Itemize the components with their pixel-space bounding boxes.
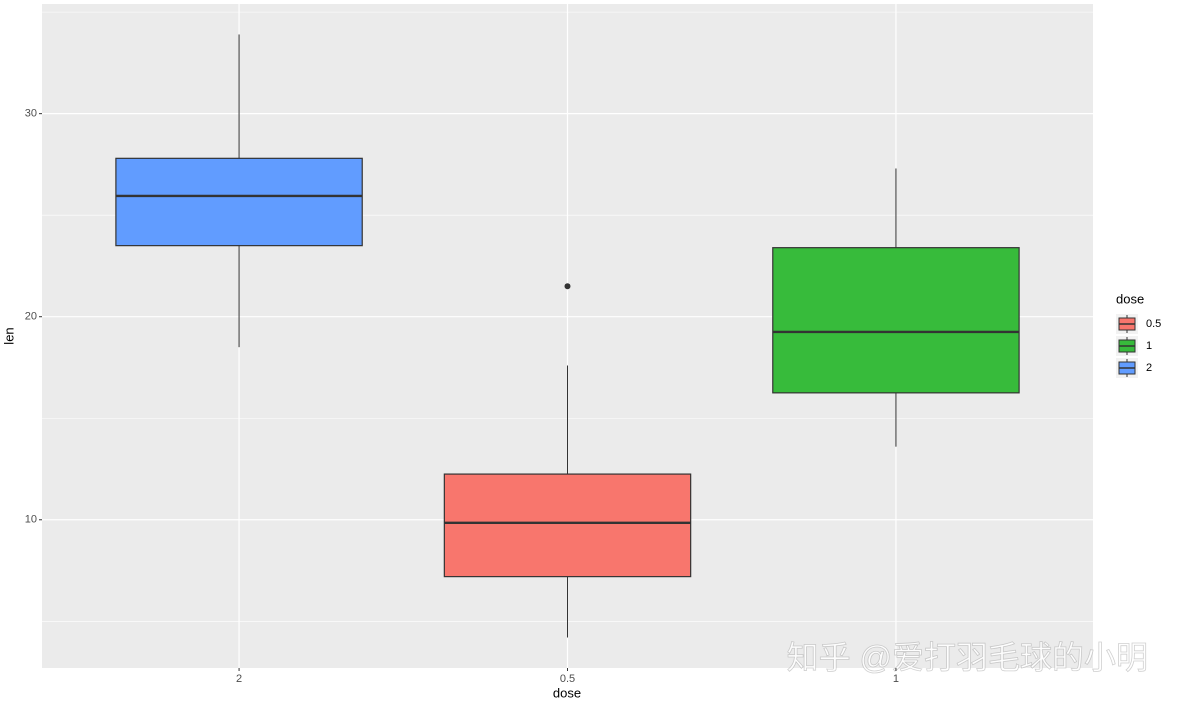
legend-item: 0.5 xyxy=(1116,314,1161,334)
legend-label: 1 xyxy=(1146,340,1152,352)
x-tick-label: 2 xyxy=(236,673,242,685)
outlier xyxy=(564,283,571,290)
box xyxy=(115,157,363,247)
y-tick-label: 30 xyxy=(25,108,37,120)
y-tick-label: 20 xyxy=(25,311,37,323)
legend-title: dose xyxy=(1116,291,1144,306)
legend-label: 2 xyxy=(1146,362,1152,374)
y-axis-title: len xyxy=(1,327,16,344)
legend-item: 1 xyxy=(1116,336,1152,356)
x-tick-label: 1 xyxy=(893,673,899,685)
x-tick-label: 0.5 xyxy=(560,673,575,685)
box xyxy=(772,247,1020,394)
x-axis-title: dose xyxy=(553,685,581,700)
watermark: 知乎 @爱打羽毛球的小明 xyxy=(787,639,1148,675)
y-tick-label: 10 xyxy=(25,514,37,526)
legend-label: 0.5 xyxy=(1146,318,1161,330)
legend-item: 2 xyxy=(1116,358,1152,378)
box xyxy=(443,473,692,578)
marks xyxy=(115,34,1020,638)
